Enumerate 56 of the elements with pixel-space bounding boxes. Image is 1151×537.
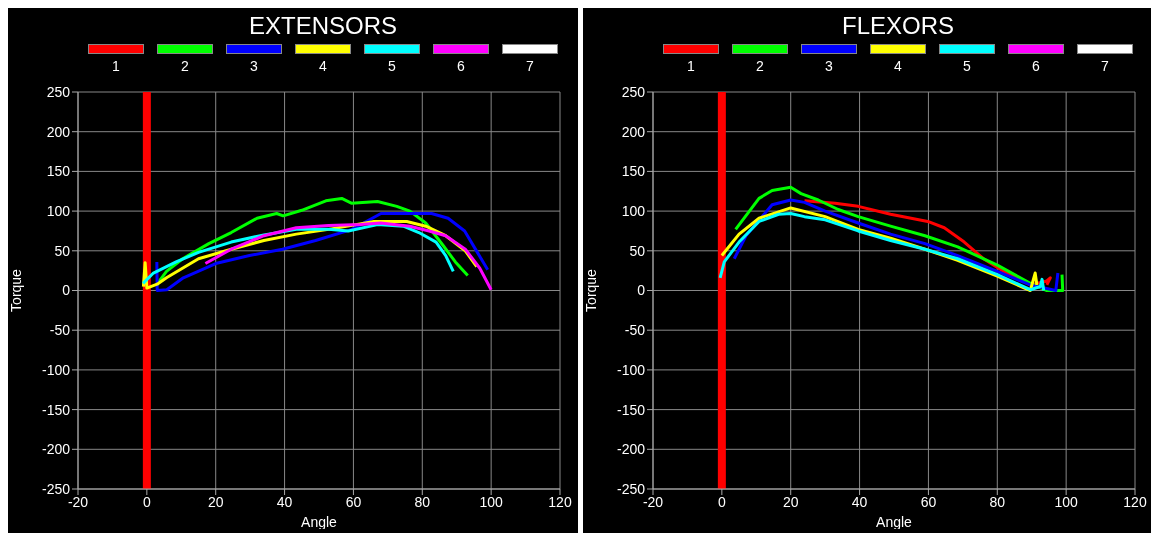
x-tick-label: 20 <box>207 493 224 510</box>
x-tick-label: 80 <box>414 493 431 510</box>
x-tick-label: 100 <box>479 493 504 510</box>
legend-label: 5 <box>963 58 971 74</box>
legend-label: 4 <box>319 58 327 74</box>
chart-title: FLEXORS <box>841 11 955 41</box>
y-tick-label: -150 <box>41 401 71 418</box>
y-tick-label: 100 <box>621 203 646 220</box>
x-axis-title: Angle <box>876 514 913 530</box>
legend-label: 2 <box>181 58 189 74</box>
y-tick-label: 0 <box>637 282 646 299</box>
legend-label: 6 <box>1032 58 1040 74</box>
y-axis-title: Torque <box>7 268 24 312</box>
y-tick-label: 200 <box>621 123 646 140</box>
x-tick-label: 0 <box>717 493 726 510</box>
x-tick-label: 20 <box>782 493 799 510</box>
y-axis-title: Torque <box>582 268 599 312</box>
legend-label: 3 <box>250 58 258 74</box>
x-tick-label: 60 <box>920 493 937 510</box>
legend-label: 1 <box>687 58 695 74</box>
y-tick-label: 250 <box>621 83 646 100</box>
y-tick-label: 50 <box>629 242 646 259</box>
line-series <box>155 211 490 292</box>
x-tick-label: 60 <box>345 493 362 510</box>
legend-label: 4 <box>894 58 902 74</box>
y-tick-label: 150 <box>621 163 646 180</box>
legend-label: 7 <box>1101 58 1109 74</box>
y-tick-label: -100 <box>616 361 646 378</box>
x-tick-label: 40 <box>276 493 293 510</box>
y-tick-label: -50 <box>49 322 71 339</box>
y-tick-label: 250 <box>46 83 71 100</box>
x-tick-label: 80 <box>989 493 1006 510</box>
y-tick-label: 200 <box>46 123 71 140</box>
x-tick-label: 100 <box>1054 493 1079 510</box>
legend-label: 1 <box>112 58 120 74</box>
y-tick-label: -200 <box>41 441 71 458</box>
legend-label: 3 <box>825 58 833 74</box>
x-tick-label: 0 <box>142 493 151 510</box>
legend-label: 2 <box>756 58 764 74</box>
legend-label: 7 <box>526 58 534 74</box>
y-tick-label: 50 <box>54 242 71 259</box>
y-tick-label: -50 <box>624 322 646 339</box>
y-tick-label: -200 <box>616 441 646 458</box>
y-tick-label: 150 <box>46 163 71 180</box>
y-tick-label: -100 <box>41 361 71 378</box>
x-tick-label: 40 <box>851 493 868 510</box>
legend-label: 6 <box>457 58 465 74</box>
chart-title: EXTENSORS <box>248 11 398 41</box>
y-tick-label: -150 <box>616 401 646 418</box>
x-tick-label: 120 <box>1123 493 1147 510</box>
y-tick-label: 100 <box>46 203 71 220</box>
line-series <box>203 221 493 292</box>
y-tick-label: 0 <box>62 282 71 299</box>
x-tick-label: 120 <box>548 493 572 510</box>
x-axis-title: Angle <box>301 514 338 530</box>
legend-label: 5 <box>388 58 396 74</box>
